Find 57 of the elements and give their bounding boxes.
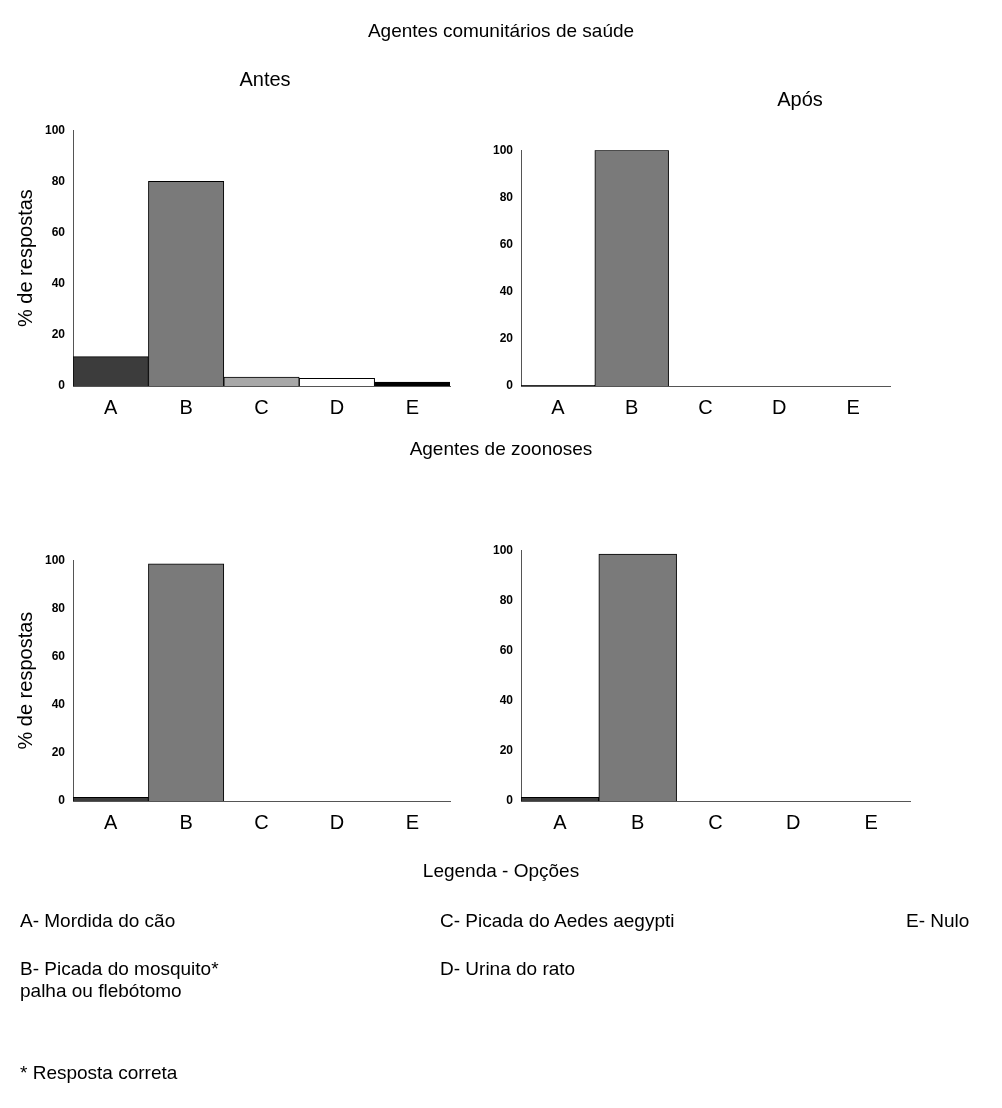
text: Legenda - Opções <box>422 860 580 882</box>
y-tick-label: 20 <box>499 331 514 346</box>
y-tick-label: 60 <box>499 642 514 657</box>
x-tick-label: C <box>698 395 713 418</box>
x-tick-label: E <box>846 395 860 418</box>
y-tick-label: 20 <box>499 743 514 758</box>
x-tick-label: B <box>179 395 193 418</box>
y-tick-label: 100 <box>44 122 66 137</box>
y-tick-label: 0 <box>58 793 66 808</box>
y-tick-label: 80 <box>499 592 514 607</box>
y-tick-label: 80 <box>499 189 514 204</box>
x-tick-label: B <box>631 810 645 833</box>
y-tick-label: 40 <box>499 283 514 298</box>
x-tick-label: C <box>254 395 269 418</box>
text: B- Picada do mosquito* palha ou flebótomo <box>20 958 220 1002</box>
text: D- Urina do rato <box>440 958 576 980</box>
y-tick-label: 40 <box>51 696 66 711</box>
chart-title: Antes <box>239 68 291 91</box>
chart-title: Após <box>777 88 823 111</box>
x-tick-label: D <box>786 810 801 833</box>
x-tick-label: D <box>329 810 345 833</box>
text: E- Nulo <box>906 910 970 932</box>
text: Agentes comunitários de saúde <box>367 20 635 42</box>
y-tick-label: 80 <box>51 600 66 615</box>
x-tick-label: A <box>104 395 119 418</box>
y-tick-label: 0 <box>58 378 66 393</box>
x-tick-label: C <box>254 810 269 833</box>
x-tick-label: D <box>329 395 345 418</box>
y-axis-title: % de respostas <box>13 189 36 328</box>
x-tick-label: E <box>405 395 419 418</box>
text: A- Mordida do cão <box>20 910 176 932</box>
x-tick-label: A <box>551 395 566 418</box>
x-tick-label: A <box>553 810 568 833</box>
text: * Resposta correta <box>20 1062 178 1084</box>
y-tick-label: 100 <box>492 142 514 157</box>
x-tick-label: E <box>864 810 878 833</box>
y-tick-label: 0 <box>506 378 514 393</box>
x-tick-label: D <box>772 395 787 418</box>
y-tick-label: 40 <box>499 692 514 707</box>
y-tick-label: 100 <box>44 552 66 567</box>
x-tick-label: B <box>625 395 639 418</box>
y-tick-label: 80 <box>51 173 66 188</box>
y-tick-label: 0 <box>506 793 514 808</box>
y-tick-label: 60 <box>499 236 514 251</box>
y-tick-label: 40 <box>51 275 66 290</box>
text: Agentes de zoonoses <box>409 438 593 460</box>
text: C- Picada do Aedes aegypti <box>440 910 675 932</box>
x-tick-label: E <box>405 810 419 833</box>
x-tick-label: B <box>179 810 193 833</box>
y-tick-label: 20 <box>51 327 66 342</box>
y-tick-label: 60 <box>51 648 66 663</box>
x-tick-label: C <box>708 810 723 833</box>
y-tick-label: 100 <box>492 542 514 557</box>
y-axis-title: % de respostas <box>13 611 36 750</box>
x-tick-label: A <box>104 810 119 833</box>
y-tick-label: 20 <box>51 745 66 760</box>
y-tick-label: 60 <box>51 224 66 239</box>
